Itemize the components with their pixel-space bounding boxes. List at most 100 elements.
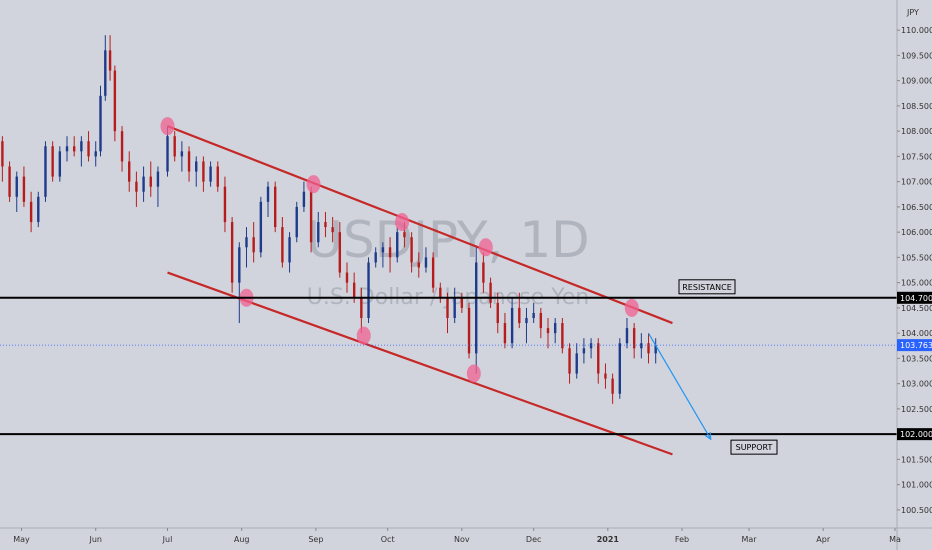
x-tick-label: Aug [234, 535, 250, 544]
y-tick-label: 105.500 [901, 253, 932, 262]
candle [173, 131, 176, 162]
y-tick-label: 104.000 [901, 329, 932, 338]
x-tick-label: 2021 [597, 535, 620, 544]
y-tick-label: 102.500 [901, 405, 932, 414]
candle [467, 302, 471, 359]
level-annotation-label: RESISTANCE [682, 283, 732, 292]
candle [94, 141, 97, 167]
x-tick-label: Ma [889, 535, 901, 544]
candle [618, 338, 621, 399]
x-tick-label: May [13, 535, 30, 544]
x-tick-label: Jun [88, 535, 102, 544]
candle [625, 318, 629, 349]
level-price-tag-label: 104.700 [900, 294, 932, 303]
candle [58, 146, 62, 182]
candle [128, 151, 131, 192]
candle [503, 312, 507, 349]
time-axis[interactable]: May Jun Jul Aug Sep Oct Nov Dec 2021 Feb Mar Apr Ma [13, 528, 901, 544]
candle [611, 373, 614, 404]
candle [582, 338, 586, 364]
candle [223, 176, 227, 233]
level-annotation-box [678, 279, 736, 295]
y-tick-label: 106.500 [901, 203, 932, 212]
candle [345, 262, 349, 293]
candle [482, 252, 485, 293]
x-tick-label: Sep [308, 535, 323, 544]
y-tick-label: 105.000 [901, 279, 932, 288]
candle [381, 242, 385, 268]
candle [331, 217, 334, 243]
candle [553, 318, 557, 344]
x-tick-label: Oct [381, 535, 395, 544]
x-tick-label: Dec [526, 535, 541, 544]
candle [37, 191, 40, 228]
level-annotation-label: SUPPORT [736, 443, 773, 452]
touch-point-marker [306, 175, 321, 194]
y-tick-label: 106.000 [901, 228, 932, 237]
currency-label: JPY [906, 8, 919, 17]
candle [654, 338, 657, 364]
touch-point-marker [466, 364, 481, 383]
candle [374, 247, 377, 268]
candle [640, 333, 643, 359]
candle [15, 171, 18, 212]
channel-trendline[interactable] [167, 125, 673, 325]
candle [120, 126, 124, 172]
y-tick-label: 110.000 [901, 26, 932, 35]
price-axis[interactable]: 110.000 109.500 109.000 108.500 108.000 107.5… [897, 26, 932, 515]
candle [525, 307, 528, 344]
y-tick-label: 101.500 [901, 455, 932, 464]
x-tick-label: Feb [675, 535, 689, 544]
candle [575, 343, 578, 379]
candle [424, 247, 428, 273]
y-tick-label: 101.000 [901, 481, 932, 490]
candle [266, 181, 270, 217]
candle [113, 65, 117, 142]
candle [104, 35, 107, 101]
level-price-tag [897, 291, 932, 304]
candle [410, 232, 413, 273]
candle [156, 166, 160, 207]
y-tick-label: 107.000 [901, 178, 932, 187]
candle [532, 302, 535, 324]
candle [489, 277, 492, 308]
plot-background [0, 0, 897, 550]
candle [561, 318, 564, 354]
candle [274, 181, 277, 233]
candle [29, 191, 33, 233]
candle [202, 156, 205, 192]
touch-point-marker [478, 238, 493, 257]
projection-arrow-head [704, 432, 712, 441]
x-tick-label: Nov [454, 535, 470, 544]
candle [317, 211, 320, 248]
candle [546, 318, 550, 349]
candle [396, 227, 399, 263]
touch-point-marker [624, 298, 639, 317]
candle [51, 141, 54, 182]
candle [302, 181, 306, 212]
chart-watermark-symbol: USDJPY, 1D [306, 211, 589, 269]
y-tick-label: 103.500 [901, 354, 932, 363]
candle [216, 161, 219, 192]
y-tick-label: 109.500 [901, 51, 932, 60]
candle [99, 85, 102, 157]
touch-point-marker [395, 213, 410, 232]
y-tick-label: 103.000 [901, 380, 932, 389]
candle [135, 171, 138, 207]
candle [496, 292, 499, 334]
y-tick-label: 107.500 [901, 152, 932, 161]
touch-point-marker [356, 326, 371, 345]
projection-arrow[interactable] [647, 332, 712, 440]
touch-point-marker [160, 117, 175, 136]
candle [142, 166, 145, 202]
y-tick-label: 104.500 [901, 304, 932, 313]
candlestick-series [1, 35, 657, 404]
candle [417, 252, 420, 278]
candle [87, 131, 90, 162]
candle [288, 232, 291, 273]
x-tick-label: Apr [816, 535, 831, 544]
candle [230, 217, 234, 293]
candle [597, 338, 600, 384]
candle [388, 237, 392, 273]
